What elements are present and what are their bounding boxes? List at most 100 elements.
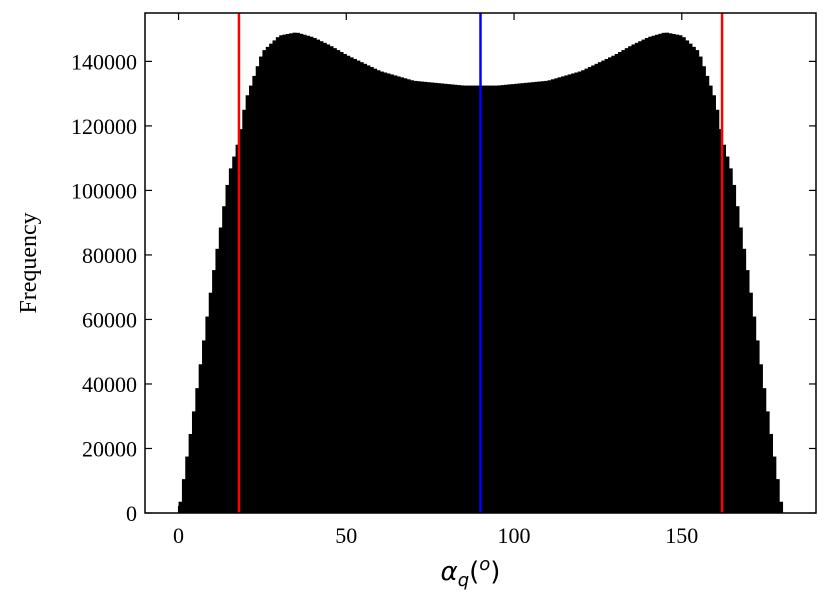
y-tick-label: 40000 — [82, 372, 137, 397]
histogram-bar — [701, 66, 706, 513]
histogram-bar — [242, 109, 247, 514]
histogram-bar — [775, 479, 780, 513]
histogram-bar — [457, 85, 461, 513]
histogram-bar — [745, 270, 750, 513]
histogram-bar — [614, 53, 619, 513]
histogram-bar — [463, 85, 468, 513]
histogram-bar — [259, 56, 264, 514]
histogram-bar — [675, 34, 680, 514]
histogram-bar — [497, 85, 502, 514]
histogram-bar — [722, 144, 727, 513]
histogram-bar — [433, 82, 438, 513]
histogram-bar — [450, 84, 455, 513]
histogram-bar — [208, 292, 213, 513]
histogram-bar — [520, 83, 525, 513]
histogram-bar — [446, 84, 451, 513]
histogram-bar — [574, 72, 579, 514]
histogram-bar — [269, 43, 274, 514]
histogram-bar — [396, 76, 401, 513]
histogram-bar — [483, 85, 488, 513]
histogram-bar — [191, 411, 196, 513]
histogram-bar — [510, 84, 515, 513]
histogram-bar — [393, 75, 398, 514]
histogram-bar — [480, 85, 485, 513]
histogram-bar — [470, 85, 475, 513]
y-tick-label: 80000 — [82, 243, 137, 268]
histogram-bar — [671, 33, 676, 513]
histogram-bar — [611, 55, 616, 514]
histogram-bar — [322, 42, 327, 514]
histogram-bar — [336, 50, 341, 513]
histogram-bar — [346, 55, 351, 514]
histogram-bar — [299, 33, 304, 514]
histogram-bar — [376, 70, 381, 513]
histogram-bar — [249, 85, 253, 513]
histogram-bar — [685, 40, 690, 514]
histogram-bar — [514, 83, 519, 513]
axis-ticks: 0 50 100 150 0 20000 40000 60000 80000 100000 1200… — [71, 13, 816, 548]
histogram-bar — [654, 34, 659, 514]
histogram-bar — [342, 53, 347, 513]
histogram-bar — [369, 67, 374, 513]
histogram-bar — [537, 81, 542, 514]
histogram-bar — [765, 411, 770, 513]
histogram-bar — [554, 78, 559, 513]
histogram-bar — [366, 65, 371, 514]
histogram-bar — [235, 144, 240, 513]
histogram-bar — [500, 85, 505, 513]
histogram-bar — [423, 81, 428, 514]
histogram-bar — [557, 77, 562, 513]
histogram-bar — [688, 43, 693, 514]
histogram-bar — [353, 58, 357, 513]
histogram-bar — [460, 85, 465, 514]
histogram-bar — [473, 85, 478, 513]
histogram-bar — [453, 84, 458, 514]
histogram-bar — [272, 40, 277, 514]
histogram-bar — [225, 184, 230, 513]
y-tick-label: 60000 — [82, 307, 137, 332]
histogram-bars — [178, 32, 784, 514]
histogram-bar — [708, 85, 713, 513]
histogram-bar — [252, 75, 257, 514]
x-tick-label: 50 — [335, 523, 357, 548]
histogram-bar — [312, 38, 317, 513]
x-axis-label-paren-open: ( — [469, 557, 479, 587]
histogram-bar — [534, 81, 539, 514]
histogram-bar — [705, 75, 710, 514]
histogram-bar — [601, 60, 606, 513]
histogram-bar — [530, 82, 535, 513]
histogram-bar — [758, 364, 763, 513]
histogram-bar — [493, 85, 498, 513]
histogram-bar — [644, 38, 649, 513]
y-tick-label: 140000 — [71, 49, 137, 74]
histogram-bar — [477, 85, 482, 513]
histogram-bar — [238, 129, 243, 513]
x-axis-label-superscript: o — [479, 554, 490, 575]
histogram-bar — [607, 57, 612, 513]
histogram-bar — [185, 456, 190, 513]
histogram-bar — [648, 36, 653, 514]
histogram-bar — [316, 39, 321, 514]
histogram-bar — [232, 156, 237, 514]
histogram-bar — [564, 75, 569, 514]
histogram-bar — [621, 50, 626, 513]
histogram-bar — [349, 57, 354, 513]
histogram-bar — [665, 32, 669, 514]
histogram-bar — [577, 71, 582, 514]
histogram-bar — [198, 364, 203, 513]
histogram-bar — [218, 227, 223, 513]
histogram-bar — [188, 433, 193, 513]
histogram-bar — [383, 72, 388, 514]
histogram-bar — [359, 62, 364, 513]
x-tick-label: 0 — [173, 523, 184, 548]
reference-lines — [237, 13, 724, 513]
histogram-bar — [584, 68, 589, 514]
plot-frame — [144, 12, 817, 514]
histogram-bar — [762, 388, 767, 513]
histogram-bar — [309, 36, 314, 514]
histogram-bar — [436, 83, 441, 513]
histogram-bar — [732, 184, 737, 513]
histogram-bar — [779, 501, 784, 513]
histogram-bar — [712, 95, 716, 513]
histogram-bar — [410, 80, 415, 513]
